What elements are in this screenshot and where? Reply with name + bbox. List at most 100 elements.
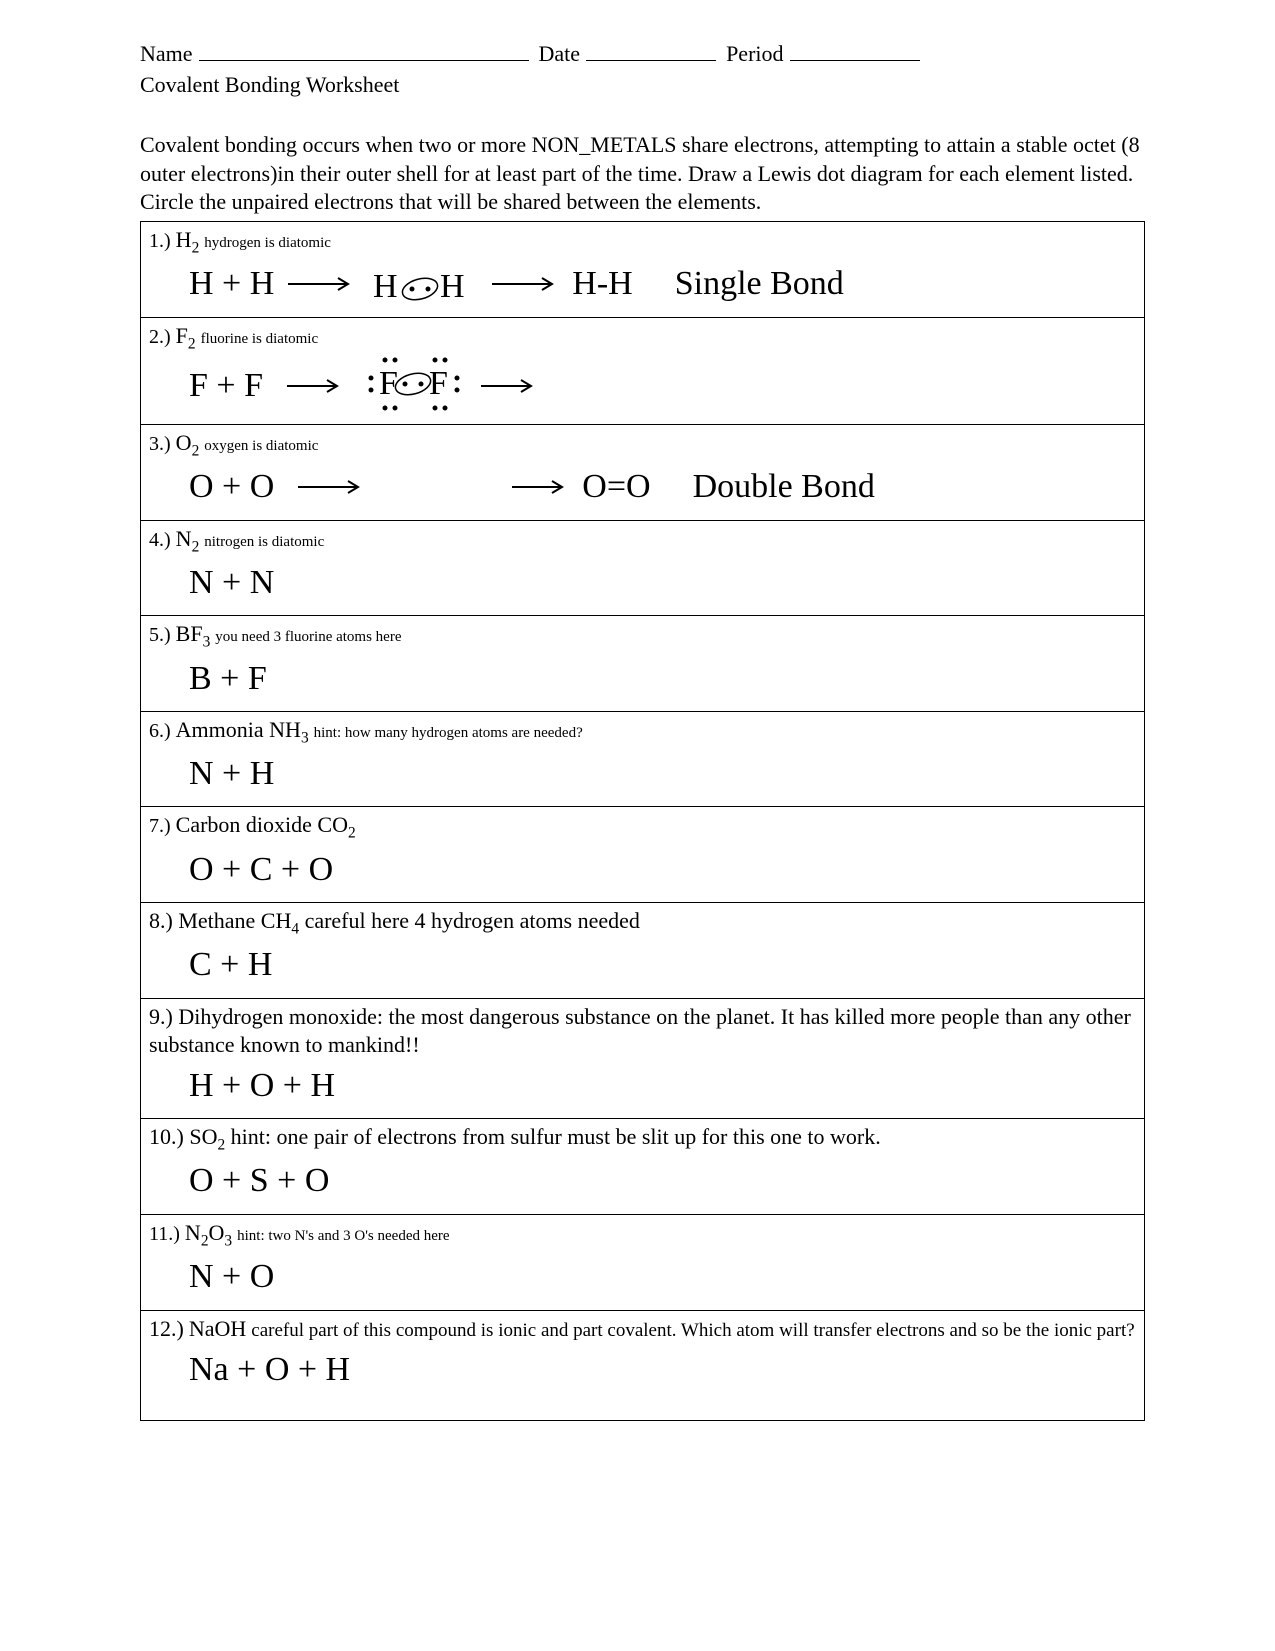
name-label: Name [140, 40, 193, 69]
problem-header: 12.) NaOH careful part of this compound … [149, 1315, 1136, 1344]
problem-equation: Na + O + H [149, 1344, 1136, 1392]
problem-formula: BF3 [176, 621, 211, 646]
eq-reactants: H + O + H [189, 1064, 335, 1108]
arrow-icon [490, 274, 560, 294]
problem-formula: H2 [176, 227, 200, 252]
eq-product: H-H [572, 262, 632, 306]
problem-equation: O + S + O [149, 1155, 1136, 1203]
eq-reactants: F + F [189, 364, 263, 408]
problem-hint: hint: one pair of electrons from sulfur … [231, 1124, 881, 1149]
eq-reactants: N + H [189, 752, 274, 796]
svg-text:H: H [373, 268, 398, 305]
eq-reactants: N + O [189, 1255, 274, 1299]
problem-equation: B + F [149, 653, 1136, 701]
problem-row: 10.) SO2 hint: one pair of electrons fro… [141, 1119, 1144, 1215]
problem-header: 3.) O2 oxygen is diatomic [149, 429, 1136, 461]
problem-formula: SO2 [189, 1124, 225, 1149]
problem-row: 12.) NaOH careful part of this compound … [141, 1311, 1144, 1421]
problem-formula: Methane CH4 [178, 908, 299, 933]
problem-equation: O + O O=O Double Bond [149, 461, 1136, 509]
problem-formula: Carbon dioxide CO2 [176, 812, 356, 837]
problem-row: 1.) H2 hydrogen is diatomic H + H H H [141, 222, 1144, 318]
problem-header: 11.) N2O3 hint: two N's and 3 O's needed… [149, 1219, 1136, 1251]
bond-label: Single Bond [675, 262, 844, 306]
name-blank[interactable] [199, 60, 529, 61]
problem-row: 5.) BF3 you need 3 fluorine atoms here B… [141, 616, 1144, 712]
problem-number: 7.) [149, 815, 171, 837]
lewis-hh: H H [368, 262, 478, 306]
problem-equation: O + C + O [149, 844, 1136, 892]
arrow-icon [479, 376, 539, 396]
svg-text:F: F [379, 365, 398, 402]
problem-number: 11.) [149, 1223, 180, 1245]
problem-formula: Ammonia NH3 [176, 717, 309, 742]
eq-reactants: Na + O + H [189, 1348, 350, 1392]
problem-header: 9.) Dihydrogen monoxide: the most danger… [149, 1003, 1136, 1060]
problem-number: 9.) [149, 1004, 173, 1029]
problem-equation: N + N [149, 557, 1136, 605]
problem-header: 1.) H2 hydrogen is diatomic [149, 226, 1136, 258]
problem-header: 5.) BF3 you need 3 fluorine atoms here [149, 620, 1136, 652]
svg-text:H: H [440, 268, 465, 305]
eq-reactants: C + H [189, 943, 272, 987]
problem-header: 7.) Carbon dioxide CO2 [149, 811, 1136, 843]
problem-number: 5.) [149, 624, 171, 646]
worksheet-title: Covalent Bonding Worksheet [140, 71, 1145, 100]
problem-number: 2.) [149, 326, 171, 348]
problem-hint: nitrogen is diatomic [204, 534, 324, 550]
eq-reactants: B + F [189, 657, 267, 701]
problem-equation: N + H [149, 748, 1136, 796]
problem-header: 4.) N2 nitrogen is diatomic [149, 525, 1136, 557]
problem-formula: O2 [176, 430, 200, 455]
problem-hint: fluorine is diatomic [201, 331, 318, 347]
problem-row: 11.) N2O3 hint: two N's and 3 O's needed… [141, 1215, 1144, 1311]
problem-formula: N2 [176, 526, 200, 551]
period-blank[interactable] [790, 60, 920, 61]
problem-hint: oxygen is diatomic [204, 438, 318, 454]
problem-equation: H + H H H H-H Single [149, 258, 1136, 306]
problem-number: 1.) [149, 230, 171, 252]
problem-number: 8.) [149, 908, 173, 933]
arrow-icon [510, 477, 570, 497]
lewis-ff: F F [357, 358, 467, 414]
problem-row: 3.) O2 oxygen is diatomic O + O O=O Doub… [141, 425, 1144, 521]
problem-hint: hydrogen is diatomic [204, 235, 331, 251]
eq-reactants: O + C + O [189, 848, 333, 892]
problem-header: 6.) Ammonia NH3 hint: how many hydrogen … [149, 716, 1136, 748]
problem-equation: H + O + H [149, 1060, 1136, 1108]
bond-label: Double Bond [693, 465, 875, 509]
problem-number: 3.) [149, 433, 171, 455]
problem-formula: NaOH [189, 1316, 246, 1341]
date-blank[interactable] [586, 60, 716, 61]
problem-row: 2.) F2 fluorine is diatomic F + F F [141, 318, 1144, 425]
problem-row: 4.) N2 nitrogen is diatomic N + N [141, 521, 1144, 617]
problem-number: 10.) [149, 1124, 184, 1149]
eq-reactants: H + H [189, 262, 274, 306]
period-label: Period [726, 40, 783, 69]
problem-header: 10.) SO2 hint: one pair of electrons fro… [149, 1123, 1136, 1155]
arrow-icon [286, 274, 356, 294]
problem-header-text: Dihydrogen monoxide: the most dangerous … [149, 1004, 1131, 1058]
problem-number: 6.) [149, 720, 171, 742]
problem-number: 12.) [149, 1316, 184, 1341]
problem-hint: careful part of this compound is ionic a… [251, 1320, 1134, 1341]
problem-formula: F2 [176, 323, 196, 348]
intro-text: Covalent bonding occurs when two or more… [140, 131, 1145, 217]
problem-hint: hint: two N's and 3 O's needed here [237, 1228, 449, 1244]
eq-reactants: N + N [189, 561, 274, 605]
arrow-icon [285, 376, 345, 396]
problem-row: 8.) Methane CH4 careful here 4 hydrogen … [141, 903, 1144, 999]
problem-formula: N2O3 [185, 1220, 232, 1245]
problem-hint: careful here 4 hydrogen atoms needed [305, 908, 640, 933]
problem-number: 4.) [149, 529, 171, 551]
problem-row: 9.) Dihydrogen monoxide: the most danger… [141, 999, 1144, 1119]
problems-table: 1.) H2 hydrogen is diatomic H + H H H [140, 221, 1145, 1421]
eq-product: O=O [582, 465, 650, 509]
problem-equation: N + O [149, 1251, 1136, 1299]
eq-reactants: O + S + O [189, 1159, 329, 1203]
problem-header: 8.) Methane CH4 careful here 4 hydrogen … [149, 907, 1136, 939]
header-row: Name Date Period [140, 40, 1145, 69]
eq-reactants: O + O [189, 465, 274, 509]
problem-row: 6.) Ammonia NH3 hint: how many hydrogen … [141, 712, 1144, 808]
date-label: Date [539, 40, 581, 69]
